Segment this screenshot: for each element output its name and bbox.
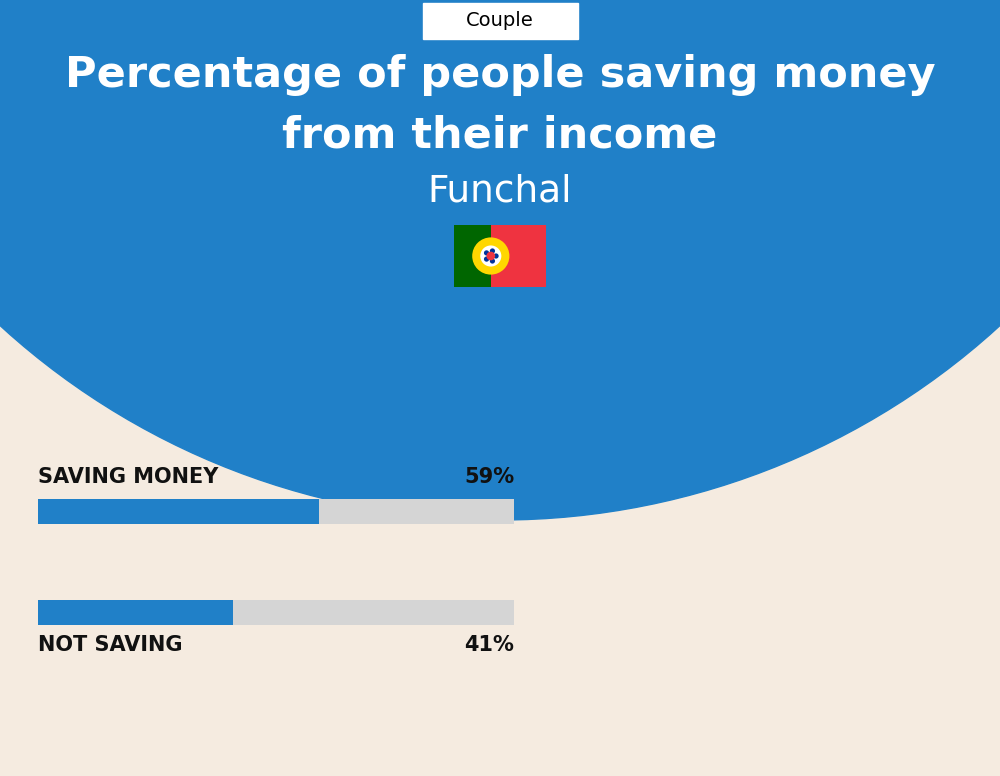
Bar xyxy=(319,499,514,524)
Bar xyxy=(233,600,514,625)
Text: Couple: Couple xyxy=(466,12,534,30)
Circle shape xyxy=(484,257,489,262)
Bar xyxy=(454,225,546,287)
Text: 41%: 41% xyxy=(464,635,514,655)
Circle shape xyxy=(472,237,509,275)
Bar xyxy=(422,3,578,39)
Bar xyxy=(38,499,319,524)
Circle shape xyxy=(486,251,495,260)
Bar xyxy=(454,225,491,287)
Circle shape xyxy=(480,245,501,266)
Bar xyxy=(38,600,233,625)
Circle shape xyxy=(493,254,499,258)
Text: NOT SAVING: NOT SAVING xyxy=(38,635,182,655)
Circle shape xyxy=(490,248,495,254)
Text: 59%: 59% xyxy=(464,467,514,487)
Text: Percentage of people saving money: Percentage of people saving money xyxy=(65,54,935,96)
Text: Funchal: Funchal xyxy=(428,174,572,210)
Text: from their income: from their income xyxy=(282,114,718,156)
Circle shape xyxy=(490,258,495,264)
Text: SAVING MONEY: SAVING MONEY xyxy=(38,467,218,487)
Circle shape xyxy=(484,251,489,255)
Circle shape xyxy=(0,0,1000,520)
